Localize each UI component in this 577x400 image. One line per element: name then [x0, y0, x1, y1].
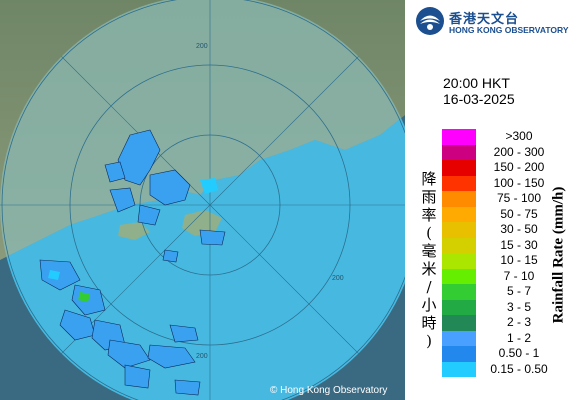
legend-swatch — [442, 268, 476, 284]
legend-swatch — [442, 361, 476, 377]
legend-label: 75 - 100 — [496, 191, 542, 205]
legend-title-cn-char: 毫 — [421, 242, 437, 260]
legend-swatch — [442, 237, 476, 253]
island — [118, 222, 150, 240]
legend-title-cn-char: 雨 — [421, 188, 437, 206]
range-ring-label: 200 — [332, 275, 344, 282]
island — [182, 210, 222, 236]
legend-swatch — [442, 222, 476, 238]
legend-label: 15 - 30 — [500, 237, 538, 252]
legend-label: 3 - 5 — [506, 299, 531, 314]
legend-swatch — [442, 330, 476, 346]
logo-text-en: HONG KONG OBSERVATORY — [449, 25, 569, 35]
legend-label: 1 - 2 — [506, 330, 531, 345]
legend-swatch — [442, 299, 476, 315]
legend-panel: 香港天文台 HONG KONG OBSERVATORY 20:00 HKT 16… — [405, 0, 577, 400]
legend-label: 0.15 - 0.50 — [490, 361, 548, 376]
legend-label: 5 - 7 — [506, 284, 531, 298]
legend-label: 150 - 200 — [493, 160, 545, 174]
legend-title-cn-char: 米 — [421, 260, 437, 278]
range-ring-label: 200 — [196, 43, 208, 50]
legend-label: 10 - 15 — [500, 253, 538, 267]
legend-title-cn-char: ) — [426, 332, 432, 350]
legend-swatch — [442, 253, 476, 269]
date-label: 16-03-2025 — [443, 91, 515, 107]
legend-swatch — [442, 129, 476, 145]
legend-title-cn-char: / — [426, 278, 432, 296]
legend-title-cn-char: 小 — [421, 296, 437, 314]
legend-title-en: Rainfall Rate (mm/h) — [550, 186, 567, 324]
legend-swatch — [442, 160, 476, 176]
legend-label: 100 - 150 — [493, 175, 545, 190]
legend-label: 200 - 300 — [493, 144, 545, 159]
radar-map-canvas: 200 200 200 — [0, 0, 405, 400]
copyright-notice: © Hong Kong Observatory — [270, 385, 388, 396]
legend-swatch — [442, 191, 476, 207]
legend-label: 50 - 75 — [500, 206, 538, 221]
legend-label: 2 - 3 — [506, 315, 531, 329]
legend-title-cn-char: 降 — [421, 170, 437, 188]
light-rain — [48, 178, 218, 280]
legend-color-scale — [442, 129, 476, 377]
logo-text-cn: 香港天文台 — [449, 12, 520, 27]
radar-map: 200 200 200 © Hong Kong Observatory — [0, 0, 405, 400]
legend-label: 30 - 50 — [500, 222, 538, 236]
hko-logo: 香港天文台 HONG KONG OBSERVATORY — [415, 6, 575, 40]
legend-label: 0.50 - 1 — [498, 346, 540, 360]
timestamp: 20:00 HKT 16-03-2025 — [443, 75, 515, 107]
legend-title-en-wrapper: Rainfall Rate (mm/h) — [549, 170, 569, 340]
legend-swatch — [442, 206, 476, 222]
legend-labels: >300 200 - 300 150 - 200 100 - 150 75 - 100 5… — [479, 129, 559, 377]
legend-swatch — [442, 346, 476, 362]
legend-title-cn-char: ( — [426, 224, 432, 242]
legend-label: >300 — [505, 129, 533, 143]
moderate-rain — [78, 292, 90, 302]
legend-title-cn-char: 時 — [421, 314, 437, 332]
legend-swatch — [442, 144, 476, 160]
time-label: 20:00 HKT — [443, 75, 510, 91]
legend-label: 7 - 10 — [503, 268, 535, 283]
legend-title-cn-char: 率 — [421, 206, 437, 224]
legend-swatch — [442, 284, 476, 300]
hko-logo-icon — [416, 7, 444, 35]
legend-swatch — [442, 315, 476, 331]
legend-swatch — [442, 175, 476, 191]
legend-title-cn: 降雨率(毫米 / 小時) — [419, 170, 439, 350]
range-ring-label: 200 — [196, 353, 208, 360]
